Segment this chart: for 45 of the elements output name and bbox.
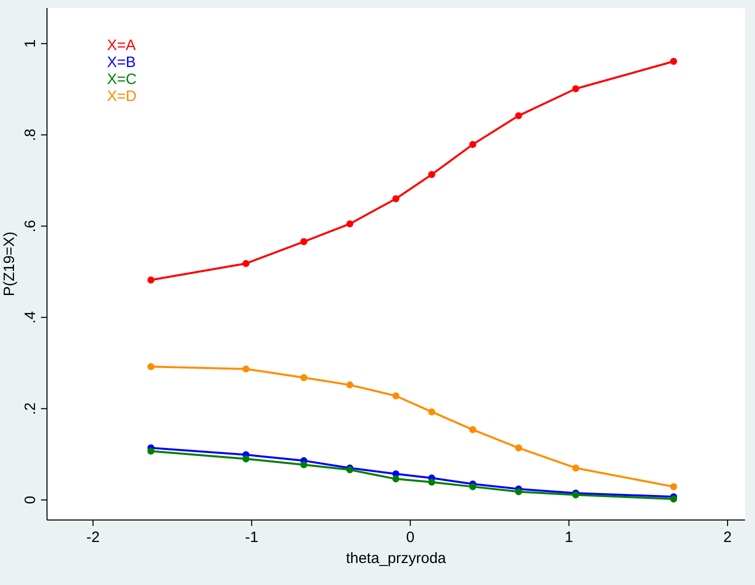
x-tick-label: 0 <box>406 529 414 546</box>
point <box>469 483 476 490</box>
point <box>428 408 436 416</box>
y-tick-label: .4 <box>22 311 39 324</box>
point <box>242 260 250 268</box>
point <box>392 475 400 482</box>
text: X=C <box>107 71 137 88</box>
point <box>515 444 522 452</box>
y-tick-label: 1 <box>22 39 39 48</box>
point <box>572 464 580 472</box>
point <box>242 365 250 372</box>
point <box>670 496 678 503</box>
point <box>572 85 580 92</box>
y-axis-title: P(Z19=X) <box>1 232 18 296</box>
point <box>147 448 154 455</box>
y-tick-label: .8 <box>22 128 39 142</box>
point <box>670 58 678 65</box>
point <box>346 220 354 228</box>
point <box>147 276 154 284</box>
point <box>300 238 308 246</box>
text: X=D <box>107 88 137 105</box>
point <box>300 374 308 382</box>
text: X=A <box>107 37 136 54</box>
point <box>392 195 400 202</box>
point <box>469 140 476 148</box>
y-tick-label: .6 <box>22 220 39 232</box>
x-tick-label: -1 <box>244 529 258 546</box>
y-tick-label: .2 <box>22 402 39 415</box>
x-axis-title: theta_przyroda <box>346 550 447 567</box>
point <box>515 488 522 496</box>
y-tick-label: 0 <box>22 496 39 504</box>
point <box>346 381 354 388</box>
point <box>428 171 436 178</box>
point <box>242 455 250 462</box>
point <box>670 483 678 490</box>
point <box>469 426 476 434</box>
point <box>300 461 308 468</box>
x-tick-label: 2 <box>723 529 732 546</box>
x-tick-label: 1 <box>564 529 574 546</box>
point <box>147 363 154 370</box>
text: X=B <box>107 54 136 71</box>
point <box>392 392 400 400</box>
x-tick-label: -2 <box>86 529 100 546</box>
point <box>428 478 436 486</box>
point <box>515 112 522 120</box>
